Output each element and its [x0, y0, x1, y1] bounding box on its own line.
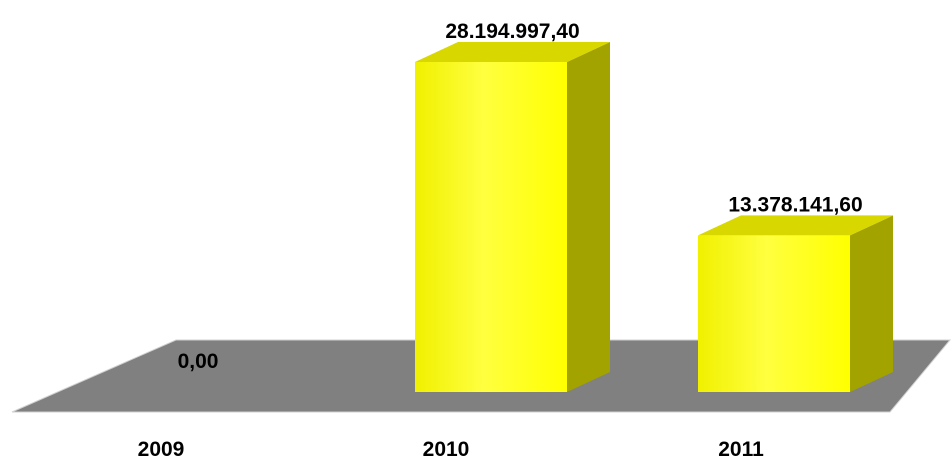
- bar-2011: [698, 235, 850, 392]
- data-label-2011: 13.378.141,60: [728, 193, 862, 216]
- bar-side-2010: [567, 42, 610, 392]
- data-label-2010: 28.194.997,40: [445, 20, 579, 43]
- category-label-2011: 2011: [718, 438, 764, 459]
- bar-top-2010: [415, 42, 610, 62]
- category-label-2010: 2010: [423, 438, 470, 459]
- labels-group: 0,00 2009 28.194.997,40 2010 13.378.141,60 20…: [138, 20, 863, 459]
- category-label-2009: 2009: [138, 438, 185, 459]
- bar-top-2011: [698, 215, 893, 236]
- bar-side-2011: [850, 215, 893, 392]
- bars-group: [415, 42, 893, 392]
- bar-2010: [415, 62, 567, 392]
- data-label-2009: 0,00: [178, 350, 219, 373]
